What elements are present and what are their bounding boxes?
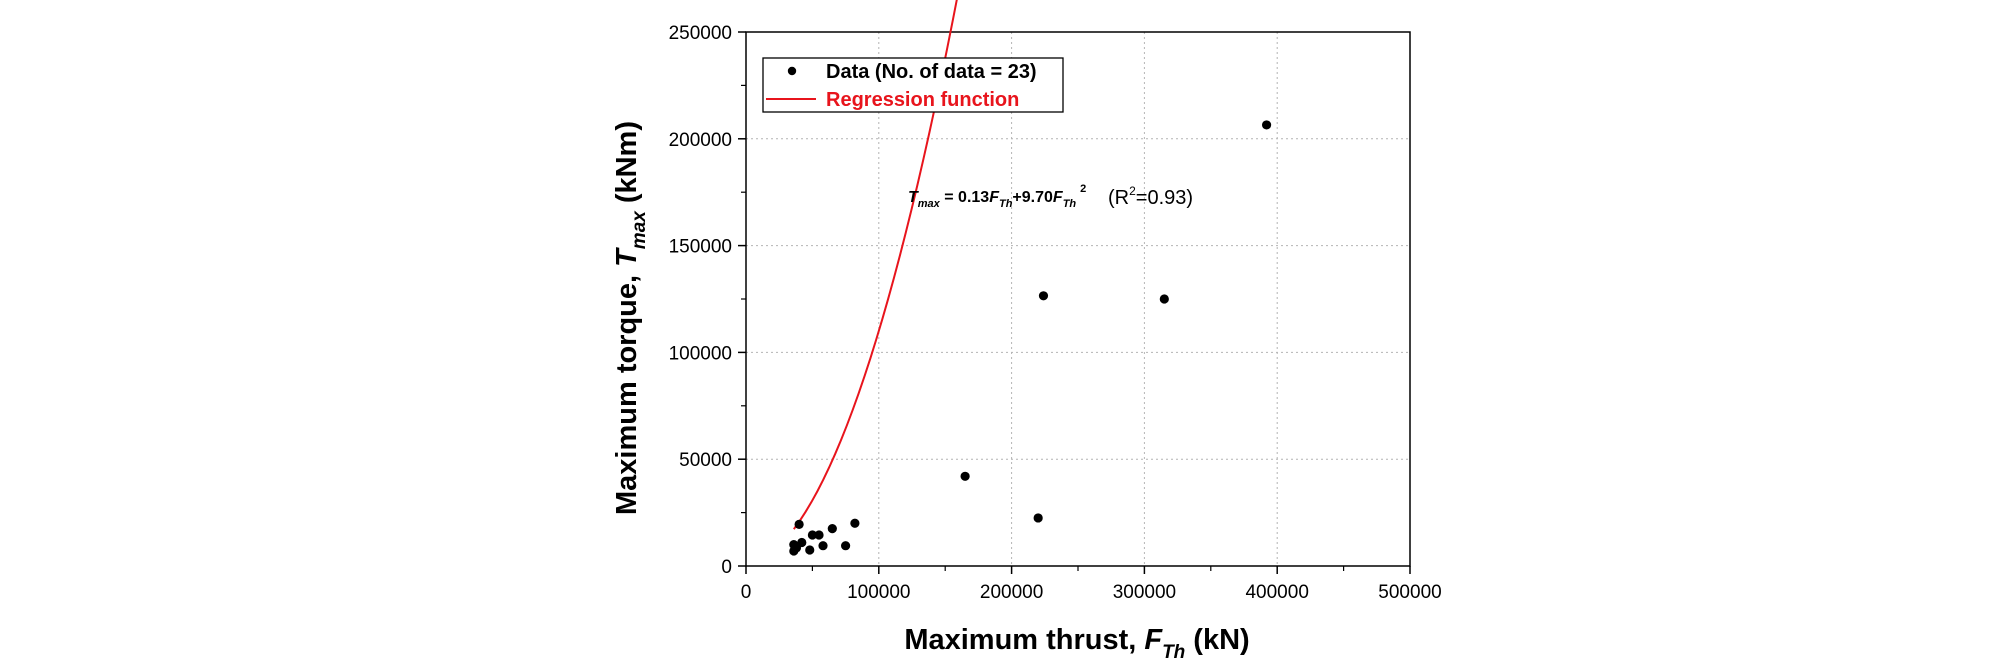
y-tick-label: 100000 bbox=[669, 343, 732, 364]
data-point bbox=[805, 545, 815, 555]
eq-sup: 2 bbox=[1080, 183, 1086, 195]
legend-box bbox=[762, 57, 1064, 113]
data-point bbox=[1038, 291, 1049, 301]
y-tick-labels: 0 50000 100000 150000 200000 250000 bbox=[669, 23, 732, 578]
x-axis-title-sub: Th bbox=[1162, 642, 1185, 663]
data-point bbox=[807, 530, 818, 540]
data-point bbox=[818, 541, 828, 551]
x-axis-title-unit: (kN) bbox=[1193, 624, 1249, 656]
data-point bbox=[960, 471, 970, 481]
y-tick-label: 0 bbox=[721, 557, 732, 578]
regression-layer bbox=[792, 0, 958, 530]
x-axis-title-var: F bbox=[1144, 624, 1163, 656]
eq-lhs-sub: max bbox=[918, 198, 941, 210]
eq-var2: F bbox=[1053, 189, 1064, 206]
x-tick-label: 300000 bbox=[1113, 582, 1176, 603]
x-tick-label: 500000 bbox=[1378, 582, 1441, 603]
y-axis-title-var: T bbox=[611, 247, 643, 267]
svg-text:(R2=0.93): (R2=0.93) bbox=[1108, 184, 1193, 209]
data-points bbox=[789, 120, 1272, 556]
x-axis-title-main: Maximum thrust, bbox=[904, 624, 1136, 656]
data-point bbox=[794, 519, 804, 529]
eq-r2-open: (R bbox=[1108, 187, 1129, 209]
x-tick-label: 100000 bbox=[847, 582, 910, 603]
eq-part2: +9.70 bbox=[1012, 189, 1053, 206]
eq-r2-sup: 2 bbox=[1129, 184, 1136, 198]
y-axis-title-sub: max bbox=[629, 210, 650, 249]
x-axis-title: Maximum thrust, FTh (kN) bbox=[904, 624, 1249, 663]
data-point bbox=[1261, 120, 1272, 130]
eq-r2-close: =0.93) bbox=[1136, 187, 1193, 209]
data-point bbox=[1159, 294, 1169, 304]
eq-sub1: Th bbox=[999, 198, 1013, 210]
legend-data-label: Data (No. of data = 23) bbox=[826, 61, 1037, 83]
tick-marks bbox=[738, 31, 1411, 574]
data-point bbox=[850, 518, 860, 528]
svg-text:Tmax = 0.13FTh+9.70FTh2: Tmax = 0.13FTh+9.70FTh2 bbox=[908, 183, 1086, 210]
data-point bbox=[797, 537, 807, 548]
y-tick-label: 150000 bbox=[669, 237, 732, 258]
eq-var1: F bbox=[989, 189, 1000, 206]
regression-equation: Tmax = 0.13FTh+9.70FTh2 (R2=0.93) bbox=[908, 183, 1193, 210]
y-tick-label: 200000 bbox=[669, 130, 732, 151]
legend-data-marker bbox=[787, 66, 797, 76]
data-point bbox=[1033, 513, 1043, 523]
data-point bbox=[841, 541, 851, 551]
y-axis-title-main: Maximum torque, bbox=[611, 275, 643, 515]
x-tick-label: 200000 bbox=[980, 582, 1043, 603]
x-tick-labels: 0 100000 200000 300000 400000 500000 bbox=[741, 582, 1442, 603]
eq-sub2: Th bbox=[1063, 198, 1077, 210]
eq-part1: = 0.13 bbox=[940, 189, 989, 206]
legend-regression-label: Regression function bbox=[826, 89, 1019, 111]
legend: Data (No. of data = 23) Regression funct… bbox=[762, 57, 1064, 113]
y-axis-title-unit: (kNm) bbox=[611, 121, 643, 203]
data-point bbox=[814, 530, 824, 540]
x-tick-label: 400000 bbox=[1245, 582, 1308, 603]
y-tick-label: 250000 bbox=[669, 23, 732, 44]
x-tick-label: 0 bbox=[741, 582, 752, 603]
y-axis-title: Maximum torque, Tmax (kNm) bbox=[611, 121, 650, 515]
y-tick-label: 50000 bbox=[679, 450, 732, 471]
data-point bbox=[827, 524, 837, 534]
regression-curve bbox=[792, 0, 958, 530]
eq-lhs-var: T bbox=[908, 189, 919, 206]
grid-lines bbox=[746, 32, 1410, 566]
